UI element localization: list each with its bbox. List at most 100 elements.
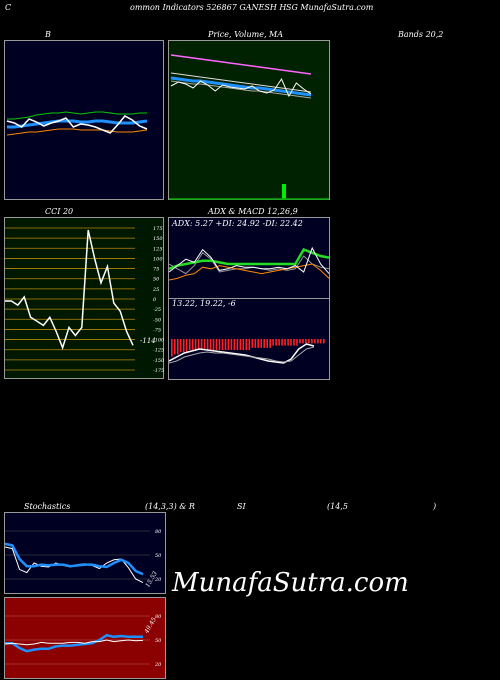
- header-site[interactable]: SG MunafaSutra.com: [286, 3, 374, 12]
- cci-tick-label: 125: [153, 246, 163, 252]
- macd-bar: [272, 339, 274, 346]
- macd-bar: [302, 339, 304, 344]
- price-label: Price, Volume, MA: [208, 30, 284, 39]
- macd-bar: [177, 339, 179, 355]
- cci-tick-label: -100: [153, 338, 165, 344]
- stoch-label: Stochastics: [24, 502, 71, 511]
- adx-line-green: [169, 248, 330, 270]
- header-title: ommon Indicators 526867 GANESH H: [130, 3, 287, 12]
- ma-line-pink: [170, 54, 312, 75]
- macd-bar: [203, 339, 206, 350]
- macd-bar: [311, 339, 313, 344]
- macd-bar: [197, 339, 200, 350]
- cci-value: -114: [140, 337, 156, 345]
- close-paren: ): [433, 502, 437, 511]
- macd-bar: [179, 339, 182, 353]
- macd-bar: [260, 339, 262, 348]
- stoch-panel: 80 50 20: [4, 512, 166, 594]
- stoch-tick-label: 20: [154, 577, 162, 583]
- rsi-tick-label: 80: [155, 614, 162, 620]
- macd-bar: [287, 339, 289, 346]
- macd-bar: [284, 339, 286, 346]
- macd-bar: [206, 339, 209, 350]
- macd-bar: [257, 339, 259, 348]
- macd-bar: [218, 339, 221, 350]
- rsi-chart: 80 50 20: [5, 614, 162, 668]
- macd-panel: [168, 298, 330, 380]
- cci-tick-label: -125: [153, 348, 164, 354]
- macd-bar: [323, 339, 325, 344]
- adx-chart: [169, 246, 330, 281]
- stoch-params: (14,3,3) & R: [145, 502, 195, 511]
- macd-bar: [188, 339, 191, 350]
- adx-macd-label: ADX & MACD 12,26,9: [208, 207, 298, 216]
- cci-tick-label: -75: [153, 327, 161, 333]
- macd-bar: [251, 339, 254, 348]
- cci-tick-label: 50: [153, 277, 160, 283]
- header-c: C: [5, 3, 12, 12]
- adx-line-grey: [169, 252, 330, 275]
- macd-bar: [230, 339, 233, 350]
- macd-bar: [227, 339, 230, 350]
- cci-tick-label: -150: [153, 358, 165, 364]
- bands-label: Bands 20,2: [398, 30, 444, 39]
- macd-bar: [245, 339, 248, 350]
- macd-bar: [269, 339, 271, 348]
- rsi-tick-label: 20: [154, 662, 162, 668]
- cci-tick-label: 175: [153, 226, 163, 232]
- rsi-panel: 80 50 20: [4, 597, 166, 679]
- macd-bar: [239, 339, 242, 350]
- rsi-ma-line: [5, 633, 143, 653]
- macd-bar: [290, 339, 292, 346]
- cci-tick-label: 75: [153, 267, 159, 273]
- adx-line-white: [169, 246, 330, 274]
- bollinger-middle-line: [7, 119, 148, 129]
- cci-tick-label: 0: [153, 297, 157, 303]
- macd-bar: [320, 339, 322, 344]
- macd-bar: [266, 339, 268, 348]
- cci-line: [5, 229, 134, 350]
- macd-bar: [174, 339, 176, 355]
- macd-signal-line: [169, 346, 315, 364]
- ma-line-grey: [170, 80, 312, 99]
- cci-tick-label: -50: [153, 317, 162, 323]
- bollinger-chart: [6, 111, 148, 136]
- macd-bar: [224, 339, 227, 350]
- bollinger-panel: [4, 40, 164, 200]
- volume-bar: [282, 184, 286, 200]
- adx-line-orange: [169, 263, 330, 281]
- bollinger-lower-line: [6, 128, 148, 136]
- macd-line: [169, 343, 315, 364]
- macd-bar: [233, 339, 236, 350]
- macd-bar: [281, 339, 283, 346]
- ma-line-white: [170, 72, 312, 93]
- bollinger-price-line: [6, 115, 148, 134]
- macd-bar: [194, 339, 197, 350]
- macd-values: 13.22, 19.22, -6: [172, 299, 236, 308]
- macd-bar: [182, 339, 185, 353]
- macd-bar: [242, 339, 245, 350]
- price-volume-panel: [168, 40, 330, 200]
- price-volume-chart: [169, 54, 329, 200]
- macd-bar: [299, 339, 301, 344]
- bollinger-upper-line: [7, 111, 147, 120]
- macd-bar: [293, 339, 295, 346]
- adx-values: ADX: 5.27 +DI: 24.92 -DI: 22.42: [172, 219, 303, 228]
- rsi-params: (14,5: [327, 502, 348, 511]
- macd-chart: [169, 339, 325, 364]
- macd-bar: [308, 339, 310, 344]
- macd-bar: [171, 339, 173, 357]
- macd-bar: [305, 339, 307, 344]
- macd-bar: [296, 339, 298, 346]
- macd-bar: [200, 339, 203, 350]
- ma-line-blue: [170, 76, 312, 97]
- cci-panel: 175 150 125 100 75 50 25 0 -25 -50 -75 -100 -125 -150…: [4, 217, 165, 379]
- rsi-label: SI: [237, 502, 246, 511]
- adx-panel: [168, 217, 330, 299]
- stoch-d-line: [5, 542, 144, 576]
- macd-bar: [236, 339, 239, 350]
- stoch-tick-label: 50: [155, 553, 162, 559]
- macd-bar: [317, 339, 319, 344]
- macd-bar: [254, 339, 257, 348]
- rsi-line: [5, 639, 144, 646]
